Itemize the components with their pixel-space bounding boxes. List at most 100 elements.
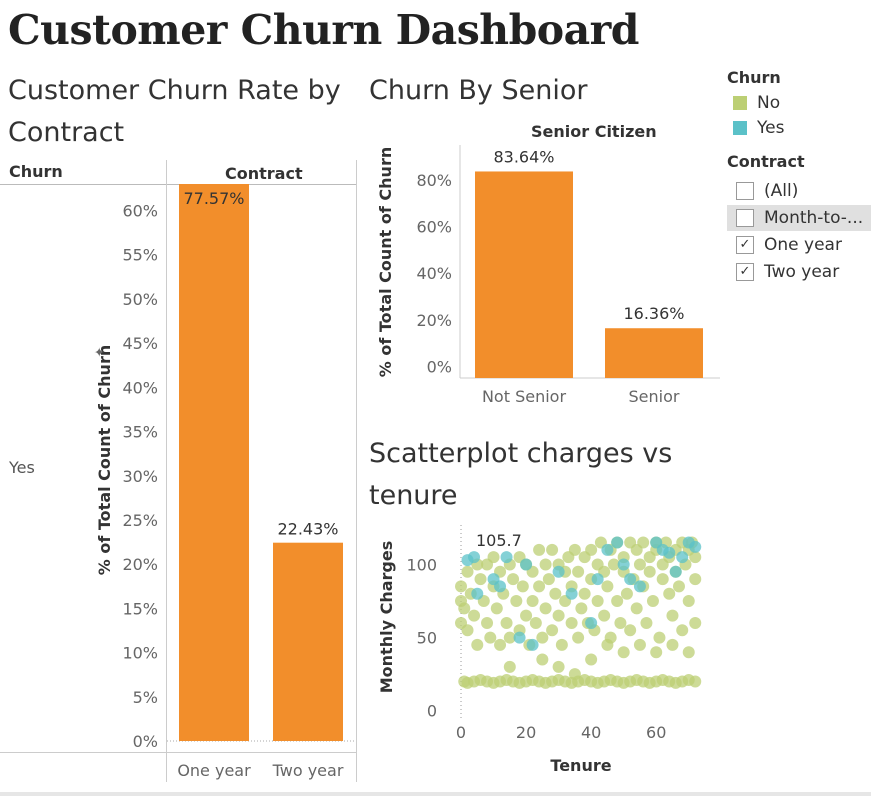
contract-y-tick: 40%: [122, 378, 158, 397]
scatter-point-no: [546, 624, 559, 637]
scatter-point-no: [585, 653, 598, 666]
senior-data-label: 83.64%: [493, 147, 554, 166]
senior-x-tick: Not Senior: [482, 387, 566, 406]
scatter-point-no: [575, 602, 588, 615]
scatter-point-no: [689, 551, 702, 564]
senior-y-tick: 40%: [416, 264, 452, 283]
scatter-point-no: [507, 573, 520, 586]
scatter-point-yes: [663, 546, 676, 559]
scatter-point-no: [656, 573, 669, 586]
scatter-y-tick: 100: [406, 555, 437, 574]
contract-y-tick: 35%: [122, 423, 158, 442]
scatter-annotation: 105.7: [476, 531, 522, 550]
contract-bar: [179, 184, 249, 741]
scatter-point-no: [461, 565, 474, 578]
scatter-y-tick: 0: [427, 702, 437, 721]
contract-row-header: Churn: [9, 162, 63, 181]
senior-y-tick: 60%: [416, 218, 452, 237]
scatter-point-yes: [494, 580, 507, 593]
checkbox-two-year[interactable]: ✓: [736, 263, 754, 281]
scatter-point-yes: [676, 551, 689, 564]
scatter-point-no: [650, 646, 663, 659]
scatter-point-no: [633, 558, 646, 571]
scatter-point-yes: [633, 580, 646, 593]
scatter-point-no: [578, 587, 591, 600]
scatter-point-yes: [611, 536, 624, 549]
scatter-point-no: [585, 543, 598, 556]
scatter-point-no: [624, 624, 637, 637]
filter-option-month-to-month[interactable]: Month-to-...: [727, 205, 871, 231]
filter-option-all[interactable]: (All): [727, 178, 871, 204]
scatter-point-no: [552, 660, 565, 673]
scatter-point-no: [617, 646, 630, 659]
scatter-point-no: [689, 616, 702, 629]
dashboard-title: Customer Churn Dashboard: [8, 6, 639, 54]
checkbox-month-to-month[interactable]: [736, 209, 754, 227]
scatter-point-no: [549, 587, 562, 600]
scatter-point-no: [689, 675, 702, 688]
scatter-point-yes: [526, 638, 539, 651]
senior-column-header: Senior Citizen: [531, 122, 657, 141]
filter-option-two-year-label: Two year: [764, 262, 840, 282]
pin-icon: ✦: [93, 346, 108, 357]
scatter-point-no: [555, 638, 568, 651]
scatter-point-yes: [669, 565, 682, 578]
scatter-point-yes: [500, 551, 513, 564]
scatter-point-no: [565, 616, 578, 629]
contract-y-axis-title: % of Total Count of Churn: [95, 345, 114, 575]
scatter-point-no: [640, 616, 653, 629]
scatter-point-no: [533, 543, 546, 556]
senior-bar: [475, 171, 573, 378]
scatter-point-yes: [601, 543, 614, 556]
scatter-chart-title-line2: tenure: [369, 480, 458, 511]
scatter-point-no: [630, 602, 643, 615]
scatter-point-no: [510, 595, 523, 608]
scatter-point-no: [637, 536, 650, 549]
scatter-point-no: [484, 631, 497, 644]
scatter-point-no: [607, 558, 620, 571]
scatter-point-no: [520, 609, 533, 622]
contract-data-label: 22.43%: [277, 520, 338, 539]
scatter-point-no: [653, 631, 666, 644]
legend-swatch-no: [733, 96, 747, 110]
filter-option-two-year[interactable]: ✓ Two year: [727, 259, 871, 285]
filter-option-one-year[interactable]: ✓ One year: [727, 232, 871, 258]
scatter-point-no: [666, 609, 679, 622]
scatter-point-no: [646, 595, 659, 608]
checkbox-all[interactable]: [736, 182, 754, 200]
scatter-point-no: [601, 580, 614, 593]
scatter-point-yes: [565, 587, 578, 600]
scatter-point-no: [536, 653, 549, 666]
scatter-chart-title-line1: Scatterplot charges vs: [369, 438, 673, 469]
contract-y-tick: 15%: [122, 599, 158, 618]
contract-column-header: Contract: [225, 164, 303, 183]
contract-row-label: Yes: [9, 458, 35, 477]
scatter-point-no: [682, 595, 695, 608]
scatter-point-no: [474, 573, 487, 586]
footer-bar: [0, 792, 871, 796]
contract-axis-divider: [166, 160, 167, 782]
filter-option-all-label: (All): [764, 181, 799, 201]
scatter-point-yes: [471, 587, 484, 600]
legend-item-yes[interactable]: Yes: [733, 118, 784, 138]
scatter-y-tick: 50: [417, 629, 437, 648]
scatter-point-yes: [520, 558, 533, 571]
contract-y-tick: 25%: [122, 511, 158, 530]
scatter-point-no: [516, 580, 529, 593]
contract-right-border: [356, 160, 357, 782]
scatter-point-no: [526, 595, 539, 608]
scatter-point-no: [503, 631, 516, 644]
scatter-point-no: [611, 595, 624, 608]
filter-option-one-year-label: One year: [764, 235, 842, 255]
legend-item-no[interactable]: No: [733, 93, 780, 113]
contract-chart-title-line2: Contract: [8, 117, 125, 148]
checkbox-one-year[interactable]: ✓: [736, 236, 754, 254]
scatter-point-no: [689, 573, 702, 586]
contract-bar: [273, 542, 343, 741]
scatter-point-no: [533, 580, 546, 593]
contract-filter-title: Contract: [727, 152, 805, 171]
scatter-x-tick: 0: [456, 723, 466, 742]
contract-y-tick: 5%: [133, 688, 158, 707]
